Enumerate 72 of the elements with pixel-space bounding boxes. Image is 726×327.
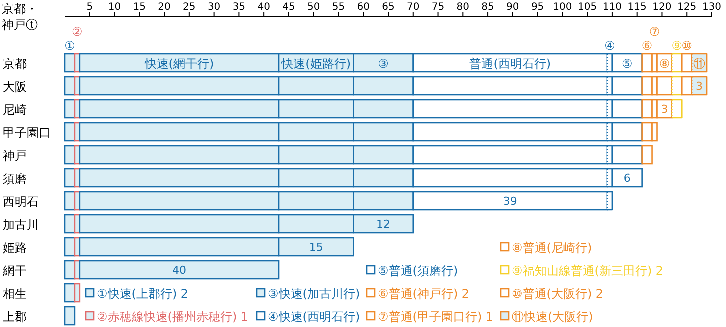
x-tick-label: 95 bbox=[531, 2, 544, 13]
x-tick-label: 25 bbox=[183, 2, 196, 13]
legend-label: ⑧普通(尼崎行) bbox=[512, 241, 592, 255]
x-tick-label: 130 bbox=[702, 2, 722, 13]
x-tick-label: 115 bbox=[628, 2, 647, 13]
y-tick-label: 京都 bbox=[3, 57, 27, 71]
data-label: 3 bbox=[661, 103, 668, 116]
annotation: ③ bbox=[378, 57, 389, 71]
legend-label: ①快速(上郡行) 2 bbox=[97, 287, 189, 301]
x-tick-label: 30 bbox=[208, 2, 221, 13]
legend-label: ⑤普通(須磨行) bbox=[378, 264, 458, 278]
legend-label: ⑨福知山線普通(新三田行) 2 bbox=[512, 264, 664, 278]
annotation: ① bbox=[64, 39, 76, 53]
data-label: 39 bbox=[503, 195, 518, 208]
annotation: ⑨ bbox=[672, 39, 683, 53]
x-tick-label: 60 bbox=[357, 2, 370, 13]
legend-label: ②赤穂線快速(播州赤穂行) 1 bbox=[97, 310, 249, 324]
legend-label: ⑥普通(神戸行) 2 bbox=[378, 287, 470, 301]
x-tick-label: 20 bbox=[158, 2, 171, 13]
x-tick-label: 55 bbox=[332, 2, 346, 13]
x-tick-label: 5 bbox=[86, 2, 94, 13]
bar bbox=[64, 306, 76, 326]
legend-label: ⑪快速(大阪行) bbox=[512, 310, 594, 324]
x-tick-label: 85 bbox=[482, 2, 494, 13]
x-tick-label: 125 bbox=[678, 2, 697, 13]
x-tick-label: 70 bbox=[407, 2, 420, 13]
annotation: ④ bbox=[604, 39, 616, 53]
x-tick-label: 40 bbox=[258, 2, 270, 13]
data-label: 6 bbox=[624, 172, 631, 185]
annotation: ⑦ bbox=[649, 25, 660, 39]
x-tick-label: 100 bbox=[553, 2, 572, 13]
data-label: 15 bbox=[309, 241, 324, 254]
annotation: ② bbox=[72, 25, 83, 39]
annotation: ⑧ bbox=[659, 57, 670, 71]
annotation: ⑩ bbox=[682, 39, 692, 53]
y-tick-label: 尼崎 bbox=[3, 103, 27, 117]
chart-title: 京都・神戸ⓣ bbox=[2, 2, 38, 32]
y-tick-label: 相生 bbox=[3, 287, 27, 301]
data-label: 40 bbox=[172, 264, 186, 277]
x-tick-label: 35 bbox=[232, 2, 246, 13]
y-tick-label: 西明石 bbox=[3, 195, 39, 209]
x-tick-label: 45 bbox=[282, 2, 296, 13]
x-tick-label: 80 bbox=[456, 2, 470, 13]
data-label: 3 bbox=[696, 80, 704, 93]
annotation: ⑪ bbox=[694, 57, 706, 71]
annotation: 快速(姫路行) bbox=[280, 57, 352, 71]
x-tick-label: 15 bbox=[133, 2, 146, 13]
y-tick-label: 甲子園口 bbox=[3, 126, 51, 140]
x-tick-label: 120 bbox=[652, 2, 672, 13]
annotation: ⑥ bbox=[642, 39, 653, 53]
y-tick-label: 姫路 bbox=[3, 241, 27, 255]
y-tick-label: 須磨 bbox=[3, 172, 27, 186]
x-tick-label: 110 bbox=[602, 2, 622, 13]
legend-label: ③快速(加古川行) bbox=[268, 287, 360, 301]
x-tick-label: 65 bbox=[382, 2, 395, 13]
legend-label: ⑦普通(甲子園口行) 1 bbox=[378, 310, 494, 324]
y-tick-label: 上郡 bbox=[3, 310, 27, 324]
y-tick-label: 大阪 bbox=[3, 80, 27, 94]
data-label: 12 bbox=[376, 218, 391, 231]
legend-label: ⑩普通(大阪行) 2 bbox=[512, 287, 604, 301]
x-tick-label: 50 bbox=[307, 2, 320, 13]
annotation: 普通(西明石行) bbox=[470, 57, 552, 71]
x-tick-label: 90 bbox=[506, 2, 520, 13]
x-tick-label: 10 bbox=[108, 2, 122, 13]
legend-label: ④快速(西明石行) bbox=[268, 310, 360, 324]
y-tick-label: 加古川 bbox=[3, 218, 39, 232]
annotation: 快速(網干行) bbox=[144, 57, 214, 71]
x-tick-label: 75 bbox=[432, 2, 445, 13]
y-tick-label: 網干 bbox=[2, 264, 27, 278]
y-tick-label: 神戸 bbox=[3, 149, 27, 163]
x-tick-label: 105 bbox=[578, 2, 598, 13]
annotation: ⑤ bbox=[622, 57, 633, 71]
